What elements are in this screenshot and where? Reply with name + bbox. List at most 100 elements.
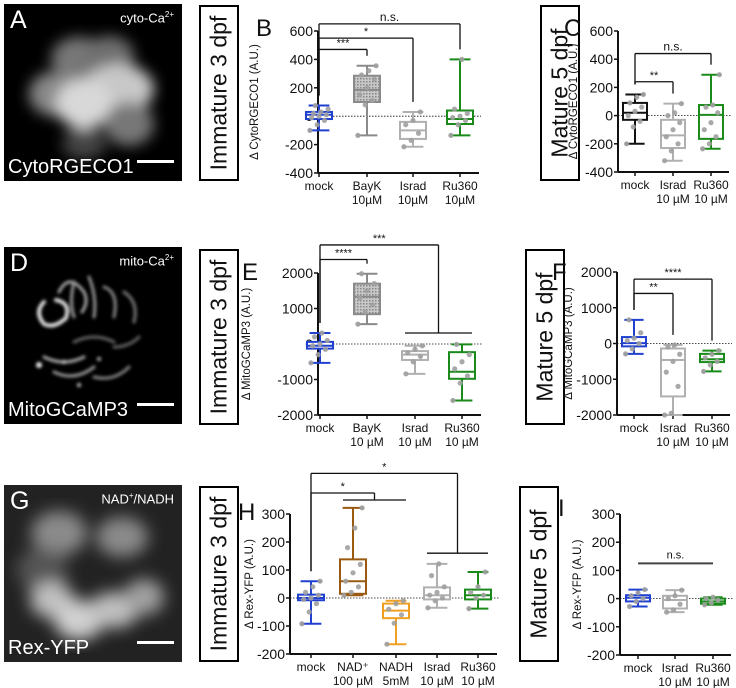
chart-panel-i: I -200 -100 0 100 200 300 Δ Rex-YFP (A.U.) mock I…: [558, 495, 733, 688]
y-tick-label: -1000: [277, 372, 313, 388]
data-point: [428, 573, 435, 579]
data-point: [710, 594, 716, 600]
significance-bracket: *: [310, 461, 488, 572]
box-plot-ru360: [698, 72, 724, 152]
y-tick-label: -200: [257, 646, 285, 662]
data-point: [323, 112, 329, 118]
x-tick-label: 10 µM: [658, 675, 692, 688]
y-tick-label: 200: [592, 534, 616, 550]
significance-label: **: [649, 281, 658, 293]
data-point: [419, 343, 425, 349]
box-plot-israd: [662, 587, 688, 615]
sensor-name-label: Rex-YFP: [8, 637, 90, 659]
box-plot-mock: [297, 578, 325, 627]
y-axis-label: Δ CytoRGECO1 (A.U.): [568, 43, 580, 159]
stage-label-immature-B: Immature 3 dpf: [199, 5, 239, 181]
x-tick-label: mock: [297, 660, 327, 674]
data-point: [464, 373, 471, 379]
data-point: [715, 110, 721, 116]
x-tick-label: 100 µM: [333, 674, 373, 688]
y-tick-label: 400: [590, 51, 614, 67]
y-tick-label: 2000: [581, 264, 612, 280]
box-plot-israd: [401, 343, 429, 377]
data-point: [675, 383, 681, 389]
data-point: [417, 109, 423, 115]
box-plot-mature_mock_C: [622, 91, 648, 147]
data-point: [677, 120, 683, 126]
data-point: [632, 108, 638, 114]
y-tick-label: 1000: [581, 300, 612, 316]
box-plot-israd: [399, 109, 427, 150]
micrograph-nad-nadh: G NAD+/NADH Rex-YFP: [4, 485, 182, 662]
data-point: [482, 569, 488, 575]
y-tick-label: -400: [585, 164, 613, 180]
data-point: [362, 102, 368, 108]
data-point: [357, 92, 363, 98]
scale-bar: [137, 641, 174, 644]
box-plot-mock: [305, 102, 333, 133]
data-point: [310, 343, 316, 349]
box-plot-israd: [660, 101, 686, 164]
significance-bracket: n.s.: [634, 40, 712, 85]
x-tick-label: Israd: [424, 660, 451, 674]
data-point: [452, 366, 458, 372]
data-point: [668, 148, 674, 154]
y-tick-label: 400: [290, 51, 314, 67]
x-tick-label: Ru360: [442, 179, 478, 193]
x-tick-label: 10 µM: [398, 435, 432, 449]
panel-letter: F: [552, 259, 567, 286]
chart-panel-f: F -2000 -1000 0 1000 2000 Δ MitoGCaMP3 (A.U.) m…: [552, 259, 732, 449]
significance-bracket: **: [633, 281, 674, 335]
significance-bracket: **: [634, 70, 674, 94]
significance-label: n.s.: [380, 10, 399, 24]
data-point: [393, 601, 399, 607]
data-point: [466, 606, 472, 612]
data-point: [716, 348, 722, 354]
x-tick-label: 5mM: [383, 674, 410, 688]
significance-label: n.s.: [663, 40, 682, 54]
x-tick-label: 10 µM: [420, 674, 454, 688]
data-point: [453, 341, 460, 347]
box-plot-israd: [660, 342, 686, 418]
micrograph-rex-image: [4, 485, 182, 662]
data-point: [441, 584, 447, 590]
data-point: [716, 72, 723, 78]
data-point: [635, 590, 641, 596]
y-tick-label: 600: [290, 23, 314, 39]
panel-letter: E: [242, 259, 258, 286]
data-point: [637, 118, 643, 124]
data-point: [319, 330, 325, 336]
data-point: [324, 337, 330, 344]
x-tick-label: 10µM: [352, 193, 382, 207]
panel-letter: C: [564, 15, 581, 42]
x-tick-label: 10 µM: [445, 435, 479, 449]
micrograph-mito-image: [36, 275, 141, 387]
x-tick-label: 10µM: [445, 193, 475, 207]
data-point: [672, 110, 678, 116]
micrograph-mito-ca: D mito-Ca2+ MitoGCaMP3: [4, 247, 182, 424]
data-point: [462, 117, 469, 124]
data-point: [301, 596, 307, 603]
data-point: [310, 110, 317, 116]
y-tick-label: -100: [257, 618, 285, 634]
box-plot-bayk: [353, 271, 381, 327]
chart-panel-c: C -400 -200 0 200 400 600 Δ CytoRGECO1 (A.U.) mo…: [564, 15, 731, 206]
y-tick-label: -1000: [576, 371, 612, 387]
data-point: [313, 601, 320, 607]
stage-label-immature-E: Immature 3 dpf: [199, 249, 239, 425]
data-point: [308, 360, 314, 366]
box-plot-mock: [306, 330, 334, 366]
x-tick-label: mock: [621, 178, 651, 192]
data-point: [466, 352, 472, 358]
data-point: [448, 132, 454, 138]
data-point: [638, 330, 644, 336]
data-point: [348, 589, 354, 596]
y-tick-label: -200: [585, 136, 613, 152]
data-point: [410, 359, 416, 365]
data-point: [706, 141, 712, 147]
data-point: [403, 122, 409, 128]
sensor-name-label: MitoGCaMP3: [8, 399, 129, 421]
data-point: [312, 102, 318, 109]
y-tick-label: -200: [587, 647, 615, 663]
